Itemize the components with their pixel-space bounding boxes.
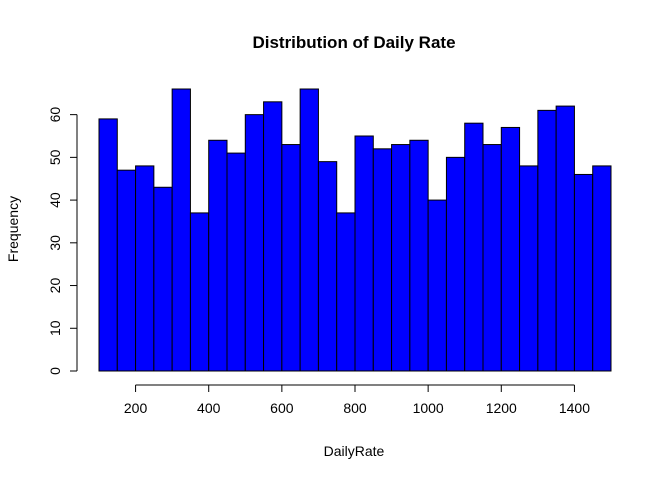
- x-tick-label: 1400: [559, 400, 590, 416]
- y-axis: 0 10 20 30 40 50 60: [47, 107, 78, 375]
- histogram-bar: [244, 114, 265, 372]
- y-tick-label: 0: [47, 367, 63, 375]
- y-tick-label: 60: [47, 107, 63, 123]
- chart-title: Distribution of Daily Rate: [252, 33, 455, 52]
- y-tick-label: 40: [47, 192, 63, 208]
- histogram-bar: [427, 199, 447, 372]
- histogram-bar: [555, 105, 575, 372]
- histogram-bar: [354, 135, 374, 372]
- y-tick-label: 50: [47, 149, 63, 165]
- histogram-bar: [592, 165, 612, 372]
- y-axis-label: Frequency: [5, 196, 21, 262]
- histogram-bar: [500, 126, 521, 372]
- histogram-bar: [189, 212, 210, 372]
- histogram-bar: [98, 118, 118, 372]
- histogram-bar: [482, 144, 502, 372]
- x-tick-label: 800: [343, 400, 367, 416]
- y-tick-label: 30: [47, 235, 63, 251]
- histogram-bar: [372, 148, 393, 372]
- bars-group: [98, 88, 612, 372]
- histogram-bar: [317, 161, 338, 372]
- histogram-bar: [336, 212, 356, 372]
- x-axis-label: DailyRate: [324, 443, 385, 459]
- histogram-bar: [226, 152, 246, 372]
- histogram-bar: [445, 156, 466, 372]
- histogram-bar: [409, 139, 429, 372]
- histogram-bar: [464, 122, 484, 372]
- histogram-bar: [116, 169, 137, 372]
- histogram-bar: [171, 88, 191, 372]
- histogram-bar: [208, 139, 228, 372]
- x-tick-label: 600: [270, 400, 294, 416]
- y-tick-label: 20: [47, 278, 63, 294]
- histogram-bar: [391, 144, 411, 372]
- histogram-bar: [263, 101, 283, 372]
- x-axis: 200 400 600 800 1000 1200 1400: [124, 384, 590, 416]
- y-tick-label: 10: [47, 320, 63, 336]
- histogram-bar: [573, 173, 594, 372]
- x-tick-label: 1200: [486, 400, 517, 416]
- x-tick-label: 400: [197, 400, 221, 416]
- histogram-bar: [281, 144, 301, 372]
- x-tick-label: 1000: [413, 400, 444, 416]
- histogram-bar: [135, 165, 155, 372]
- x-tick-label: 200: [124, 400, 148, 416]
- histogram-bar: [299, 88, 319, 372]
- histogram-bar: [153, 186, 173, 372]
- histogram-bar: [537, 109, 557, 372]
- histogram-bar: [519, 165, 539, 372]
